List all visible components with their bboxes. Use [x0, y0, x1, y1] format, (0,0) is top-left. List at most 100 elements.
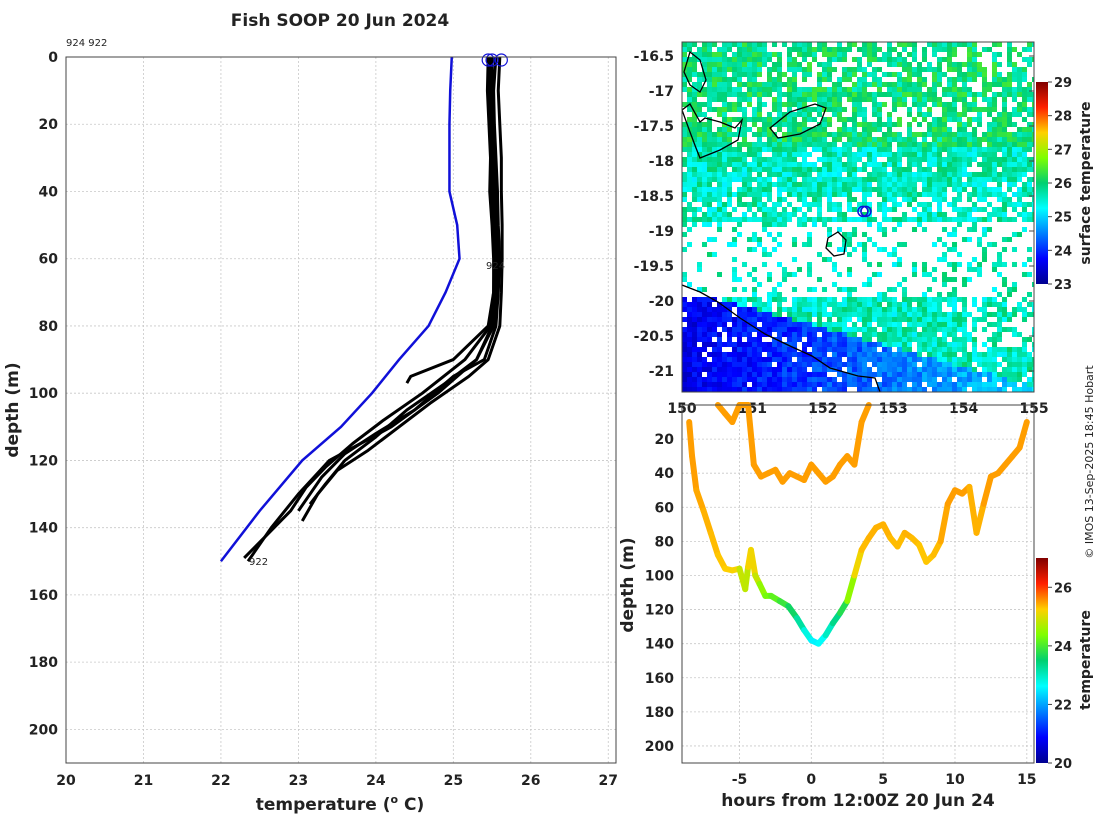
sst-cell	[857, 372, 862, 377]
sst-cell	[927, 92, 932, 97]
sst-cell	[947, 62, 952, 67]
sst-cell	[962, 107, 967, 112]
sst-cell	[722, 162, 727, 167]
sst-cell	[792, 62, 797, 67]
sst-cell	[807, 182, 812, 187]
sst-cell	[977, 142, 982, 147]
sst-cell	[777, 122, 782, 127]
sst-cell	[687, 122, 692, 127]
sst-cell	[762, 207, 767, 212]
sst-cell	[762, 302, 767, 307]
sst-cell	[807, 387, 812, 392]
sst-cell	[802, 317, 807, 322]
sst-cell	[997, 302, 1002, 307]
sst-cell	[802, 357, 807, 362]
sst-cell	[852, 117, 857, 122]
sst-cell	[727, 242, 732, 247]
sst-cell	[732, 172, 737, 177]
sst-cell	[802, 182, 807, 187]
sst-cell	[907, 317, 912, 322]
sst-cell	[902, 82, 907, 87]
sst-cell	[997, 157, 1002, 162]
sst-cell	[787, 332, 792, 337]
sst-cell	[1017, 77, 1022, 82]
sst-cell	[787, 337, 792, 342]
sst-cell	[727, 192, 732, 197]
sst-cell	[992, 152, 997, 157]
sst-cell	[822, 377, 827, 382]
sst-cell	[872, 327, 877, 332]
sst-cell	[957, 387, 962, 392]
sst-cell	[842, 382, 847, 387]
sst-cell	[687, 332, 692, 337]
sst-cell	[892, 317, 897, 322]
sst-cell	[967, 157, 972, 162]
sst-cell	[722, 57, 727, 62]
sst-cell	[687, 62, 692, 67]
sst-cell	[822, 187, 827, 192]
sst-cell	[777, 87, 782, 92]
sst-cell	[722, 217, 727, 222]
sst-cell	[792, 352, 797, 357]
sst-cell	[1032, 312, 1034, 317]
sst-cell	[882, 232, 887, 237]
sst-cell	[937, 57, 942, 62]
sst-cell	[797, 387, 802, 392]
sst-cell	[852, 92, 857, 97]
x-tick-label: 22	[211, 773, 230, 789]
sst-cell	[727, 372, 732, 377]
sst-cell	[882, 147, 887, 152]
sst-cell	[797, 377, 802, 382]
sst-cell	[857, 377, 862, 382]
sst-cell	[1017, 102, 1022, 107]
sst-cell	[837, 177, 842, 182]
sst-cell	[1027, 192, 1032, 197]
sst-cell	[947, 302, 952, 307]
sst-cell	[992, 387, 997, 392]
sst-cell	[942, 342, 947, 347]
sst-cell	[877, 367, 882, 372]
sst-cell	[877, 262, 882, 267]
sst-cell	[707, 387, 712, 392]
sst-cell	[687, 92, 692, 97]
sst-cell	[827, 72, 832, 77]
fish-profile-line	[300, 56, 504, 522]
sst-cell	[742, 307, 747, 312]
sst-cell	[752, 42, 757, 47]
sst-cell	[737, 167, 742, 172]
sst-cell	[962, 312, 967, 317]
sst-cell	[907, 312, 912, 317]
sst-cell	[762, 312, 767, 317]
sst-cell	[722, 182, 727, 187]
sst-cell	[697, 167, 702, 172]
sst-cell	[792, 372, 797, 377]
sst-cell	[1007, 197, 1012, 202]
sst-cell	[827, 57, 832, 62]
sst-cell	[847, 117, 852, 122]
sst-cell	[957, 142, 962, 147]
sst-cell	[847, 142, 852, 147]
sst-cell	[1032, 382, 1034, 387]
sst-cell	[702, 42, 707, 47]
sst-cell	[897, 102, 902, 107]
sst-cell	[957, 167, 962, 172]
sst-cell	[697, 52, 702, 57]
sst-cell	[792, 192, 797, 197]
sst-cell	[962, 167, 967, 172]
sst-cell	[802, 197, 807, 202]
sst-cell	[987, 297, 992, 302]
sst-cell	[822, 332, 827, 337]
sst-cell	[877, 162, 882, 167]
sst-cell	[802, 212, 807, 217]
sst-cell	[942, 317, 947, 322]
sst-cell	[842, 342, 847, 347]
sst-cell	[822, 382, 827, 387]
sst-cell	[707, 52, 712, 57]
sst-cell	[712, 327, 717, 332]
sst-cell	[977, 92, 982, 97]
sst-cell	[742, 332, 747, 337]
sst-cell	[862, 332, 867, 337]
sst-cell	[1012, 232, 1017, 237]
sst-cell	[802, 52, 807, 57]
sst-cell	[887, 142, 892, 147]
